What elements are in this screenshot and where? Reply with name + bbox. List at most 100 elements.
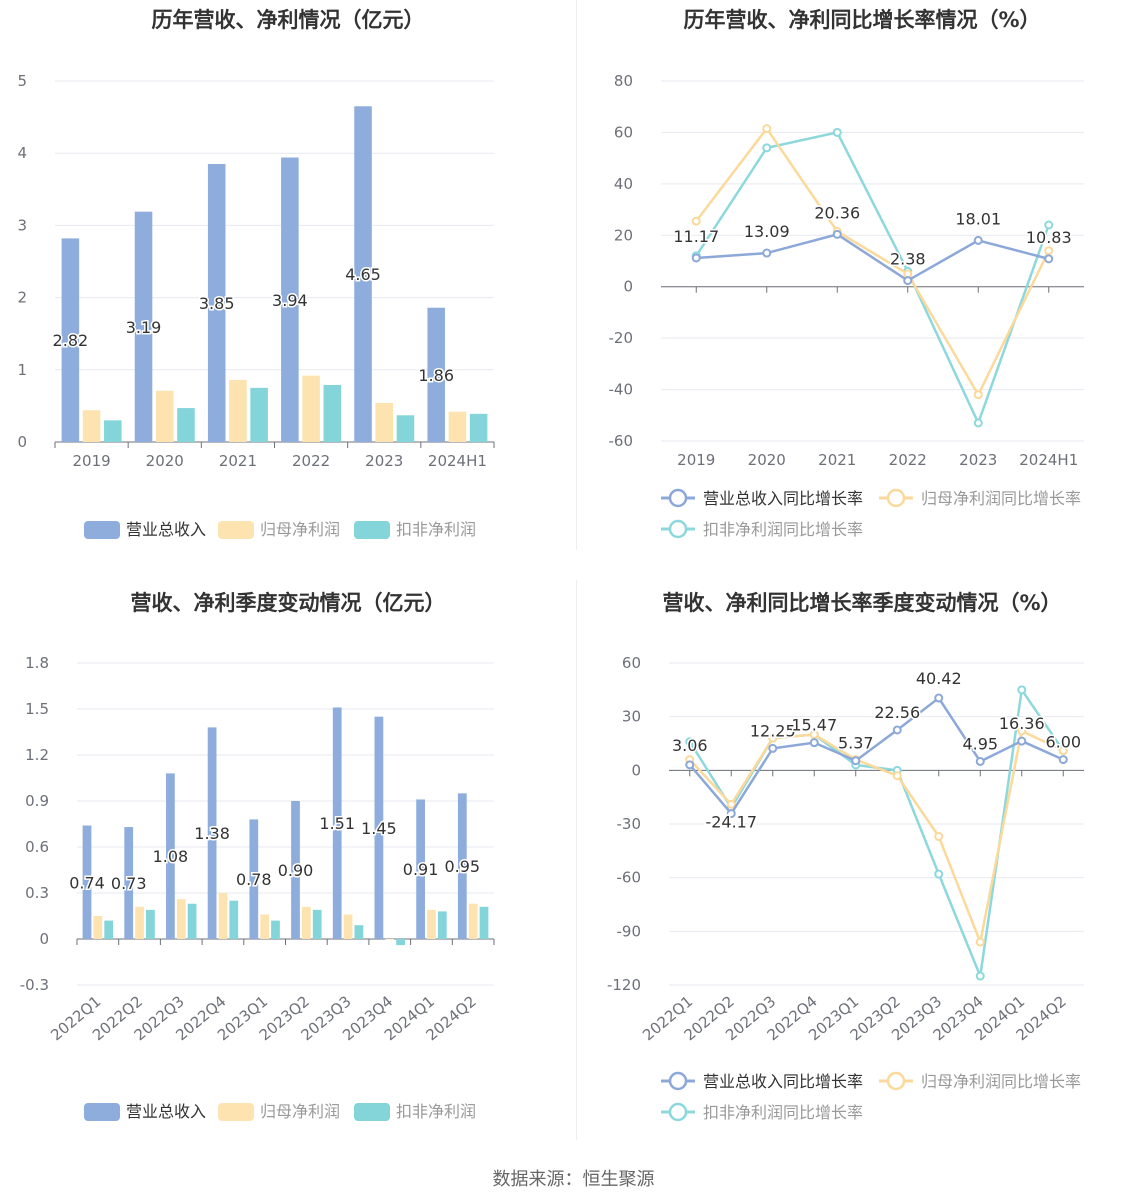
bar-revenue	[374, 716, 384, 939]
parent-growth-line	[688, 729, 1064, 947]
y-tick-label: 60	[622, 654, 641, 672]
revenue-growth-point	[768, 743, 778, 753]
revenue-growth-point	[973, 235, 983, 245]
revenue-growth-point	[762, 248, 772, 258]
bar-parent	[427, 909, 436, 939]
x-tick-label: 2021	[818, 451, 856, 469]
y-tick-label: 4	[17, 144, 27, 162]
bar-revenue	[427, 307, 445, 442]
quarterly-growth-chart: -120-90-60-30030602022Q12022Q22022Q32022…	[607, 654, 1084, 1122]
bar-parent	[448, 411, 467, 442]
data-label: 1.45	[361, 819, 397, 838]
y-tick-label: 0	[623, 278, 633, 296]
data-label: 18.01	[955, 209, 1001, 228]
data-label: 3.94	[272, 291, 308, 310]
chart-title: 营收、净利季度变动情况（亿元）	[130, 591, 446, 615]
x-tick-label: 2020	[146, 452, 184, 470]
data-label: 20.36	[814, 203, 860, 222]
data-label: 0.91	[403, 860, 439, 879]
revenue-growth-point	[892, 725, 902, 735]
bar-deducted	[271, 920, 280, 939]
legend-swatch	[84, 521, 120, 539]
chart-title: 营收、净利同比增长率季度变动情况（%）	[662, 591, 1062, 615]
parent-growth-point	[1017, 726, 1027, 736]
y-tick-label: 0.9	[25, 792, 49, 810]
data-label: 10.83	[1026, 228, 1072, 247]
legend-marker	[668, 488, 688, 508]
parent-growth-point	[1044, 246, 1054, 256]
bar-parent	[155, 390, 174, 442]
data-label: 1.38	[194, 824, 230, 843]
deducted-growth-point	[975, 971, 985, 981]
data-label: 0.90	[278, 861, 314, 880]
bar-revenue	[416, 799, 425, 939]
x-tick-label: 2024H1	[428, 452, 487, 470]
x-tick-label: 2024H1	[1019, 451, 1078, 469]
data-label: 4.95	[962, 734, 998, 753]
y-tick-label: 1.5	[25, 700, 49, 718]
revenue-growth-point	[809, 738, 819, 748]
parent-growth-point	[762, 124, 772, 134]
bar-parent	[82, 410, 101, 442]
x-tick-label: 2020	[748, 451, 786, 469]
parent-growth-point	[1058, 746, 1068, 756]
y-tick-label: -0.3	[20, 976, 49, 994]
legend-label: 归母净利润	[260, 1102, 340, 1121]
bar-deducted	[187, 903, 197, 939]
deducted-growth-point	[934, 869, 944, 879]
x-tick-label: 2021	[219, 452, 257, 470]
parent-growth-point	[892, 771, 902, 781]
data-label: 1.51	[319, 814, 355, 833]
parent-growth-point	[975, 937, 985, 947]
legend-swatch	[218, 521, 254, 539]
bar-revenue	[249, 819, 259, 939]
revenue-growth-line	[688, 696, 1064, 816]
legend-marker	[886, 1071, 906, 1091]
bar-parent	[301, 906, 311, 939]
data-label: 1.08	[153, 847, 189, 866]
y-tick-label: 0	[17, 433, 27, 451]
annual-amount-panel: 历年营收、净利情况（亿元） 0 1 2 3 4 5 2.82 2019 3.19 2020 3.85…	[0, 0, 576, 560]
bar-revenue	[457, 793, 467, 939]
annual-amount-chart: 0 1 2 3 4 5 2.82 2019 3.19 2020 3.85 2021 3.94 2022 4.…	[17, 72, 495, 539]
bar-revenue	[281, 157, 299, 443]
data-label: 0.78	[236, 870, 272, 889]
chart-title: 历年营收、净利情况（亿元）	[151, 8, 425, 32]
deducted-growth-point	[1017, 685, 1027, 695]
bar-deducted	[229, 900, 239, 939]
y-tick-label: -90	[617, 922, 642, 940]
y-tick-label: -60	[617, 869, 642, 887]
legend-marker	[886, 488, 906, 508]
data-source: 数据来源：恒生聚源	[492, 1169, 655, 1190]
bar-deducted	[469, 413, 488, 442]
legend-label: 扣非净利润同比增长率	[703, 1103, 863, 1122]
bar-revenue	[82, 825, 92, 939]
legend-marker	[668, 1071, 688, 1091]
y-tick-label: 40	[614, 175, 633, 193]
y-tick-label: 0	[39, 930, 49, 948]
y-tick-label: -40	[609, 381, 634, 399]
bar-deducted	[396, 939, 405, 946]
data-label: 0.74	[69, 873, 105, 892]
y-tick-label: 0	[631, 761, 641, 779]
revenue-growth-point	[832, 229, 842, 239]
data-label: -24.17	[705, 813, 757, 832]
revenue-growth-point	[975, 756, 985, 766]
annual-growth-panel: 历年营收、净利同比增长率情况（%） -60 -40 -20 0 20 40 60 80 2019…	[577, 0, 1147, 560]
y-tick-label: -20	[609, 329, 634, 347]
bar-deducted	[479, 906, 489, 939]
data-label: 3.85	[199, 294, 235, 313]
bar-revenue	[354, 106, 372, 443]
deducted-growth-point	[832, 127, 842, 137]
quarterly-amount-panel: 营收、净利季度变动情况（亿元） -0.3 0 0.3 0.6 0.9 1.2 1.5 1.8 0…	[0, 584, 576, 1144]
bar-deducted	[146, 909, 155, 939]
bar-parent	[229, 379, 247, 442]
bar-parent	[135, 906, 144, 939]
legend-label: 归母净利润同比增长率	[921, 1072, 1081, 1091]
legend-label: 归母净利润	[260, 520, 340, 539]
y-tick-label: -30	[617, 815, 642, 833]
revenue-growth-point	[726, 809, 736, 819]
y-tick-label: 5	[17, 72, 27, 90]
revenue-growth-point	[691, 253, 701, 263]
bar-deducted	[177, 408, 195, 442]
